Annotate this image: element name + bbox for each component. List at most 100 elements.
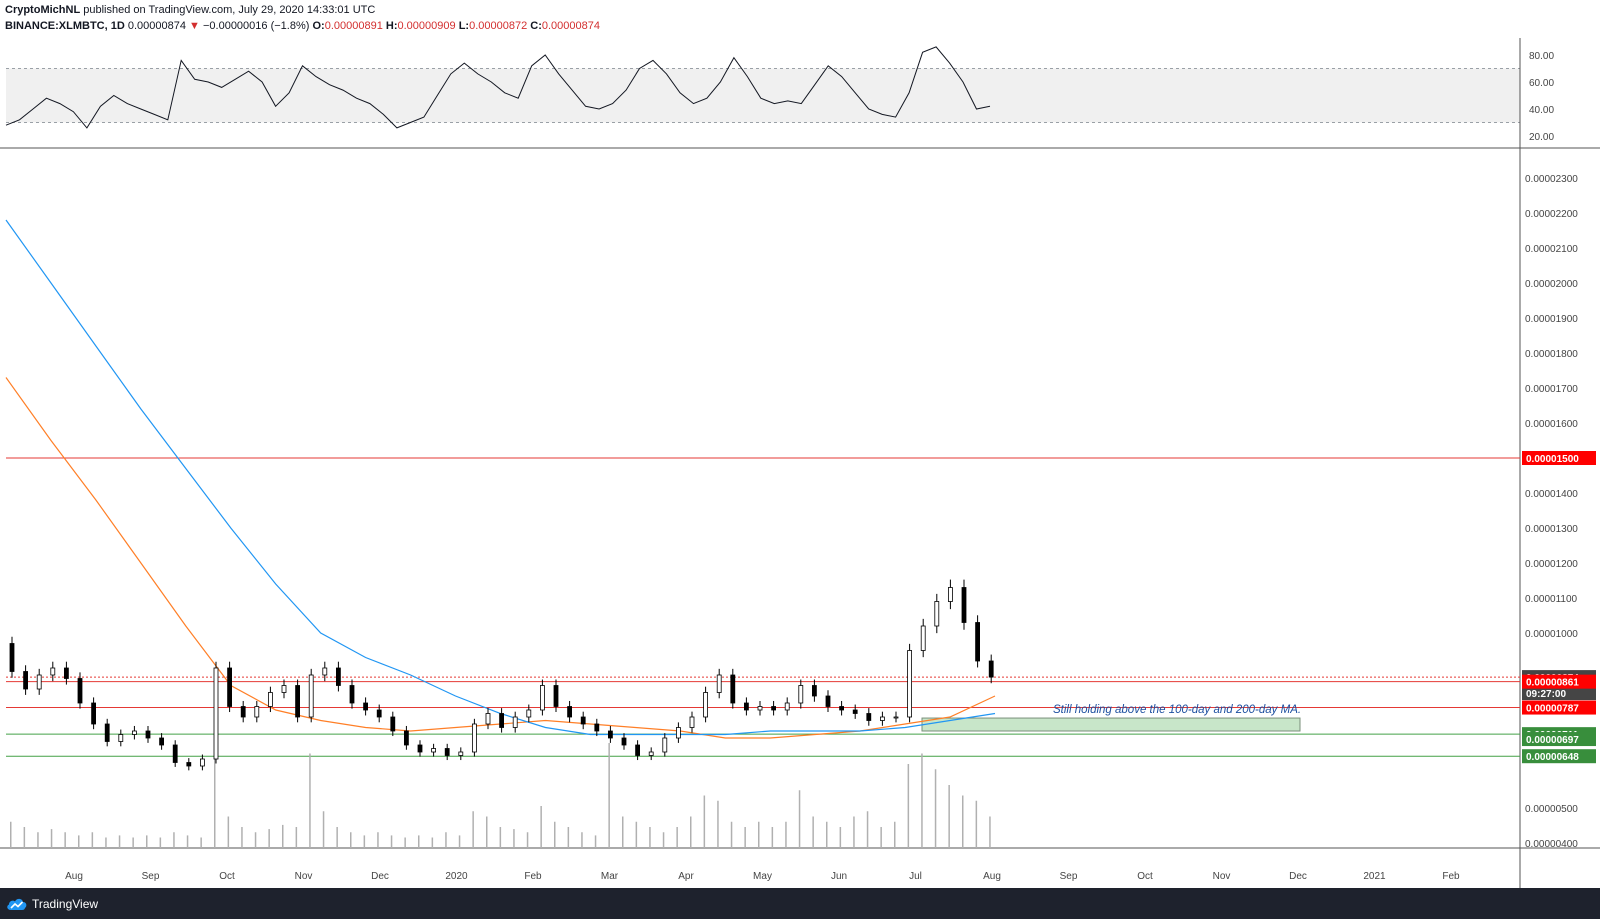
volume-bar (676, 827, 678, 848)
candle-body (485, 713, 491, 725)
price-tag-label: 09:27:00 (1526, 689, 1566, 700)
volume-bar (105, 837, 107, 848)
volume-bar (200, 837, 202, 848)
candle-body (567, 706, 572, 718)
candle-body (403, 730, 409, 746)
open-label: O: (312, 20, 325, 32)
price-tag-label: 0.00000648 (1526, 752, 1579, 763)
candle-body (9, 643, 15, 672)
candle-body (553, 685, 559, 707)
volume-bar (91, 832, 94, 848)
volume-bar (146, 835, 148, 848)
price-axis-tick: 0.00001700 (1525, 384, 1578, 395)
volume-bar (64, 832, 66, 848)
close-value: 0.00000874 (541, 20, 600, 32)
candle-body (812, 685, 817, 697)
candle-body (961, 587, 967, 623)
volume-bar (295, 827, 298, 848)
time-axis-tick: Dec (1289, 871, 1307, 882)
rsi-axis-tick: 60.00 (1529, 78, 1554, 89)
price-tag (1522, 700, 1596, 715)
volume-bar (78, 835, 80, 848)
candle-body (499, 713, 505, 728)
candle-body (322, 667, 328, 676)
candle-body (526, 709, 532, 718)
price-tag-label: 0.00001500 (1526, 454, 1579, 465)
candle-body (703, 692, 708, 718)
volume-bar (499, 827, 502, 848)
time-axis-tick: Oct (219, 871, 235, 882)
low-label: L: (458, 20, 470, 32)
volume-bar (159, 837, 162, 848)
volume-bar (418, 835, 420, 848)
volume-bar (214, 743, 216, 848)
candle-body (621, 737, 627, 746)
volume-bar (989, 816, 991, 848)
price-axis-tick: 0.00001200 (1525, 559, 1578, 570)
candle-body (64, 667, 69, 679)
volume-bar (526, 832, 529, 848)
volume-bar (894, 821, 896, 848)
volume-bar (771, 827, 774, 848)
symbol-name[interactable]: BINANCE:XLMBTC, 1D (5, 20, 125, 32)
candle-body (308, 674, 314, 718)
candle-body (431, 748, 437, 753)
price-tag (1522, 686, 1596, 701)
candle-body (948, 587, 953, 602)
volume-bar (785, 821, 787, 848)
candle-body (893, 716, 899, 719)
time-axis-tick: Feb (524, 871, 542, 882)
volume-bar (118, 835, 121, 848)
footer-bar: TradingView (0, 888, 1600, 919)
candle-body (540, 685, 545, 711)
volume-bar (567, 827, 570, 848)
candle-body (376, 709, 382, 718)
volume-bar (703, 795, 706, 848)
volume-bar (880, 827, 882, 848)
price-axis-tick: 0.00001900 (1525, 314, 1578, 325)
volume-bar (404, 837, 406, 848)
candle-body (471, 723, 477, 753)
price-axis-tick: 0.00001100 (1525, 594, 1578, 605)
time-axis-tick: Nov (1213, 871, 1231, 882)
candle-body (390, 716, 396, 732)
candle-body (104, 723, 110, 742)
volume-bar (363, 835, 366, 848)
price-axis-tick: 0.00001300 (1525, 524, 1578, 535)
close-label: C: (530, 20, 542, 32)
volume-bar (921, 753, 923, 848)
time-axis-tick: Oct (1137, 871, 1153, 882)
price-tag (1522, 674, 1596, 689)
time-axis-tick: Feb (1442, 871, 1460, 882)
chart-canvas[interactable]: 80.00 60.00 40.00 20.00 0.00002300 0.00002200… (0, 0, 1600, 888)
candle-body (907, 650, 912, 718)
tradingview-logo[interactable]: TradingView (6, 896, 98, 912)
author-name[interactable]: CryptoMichNL (5, 4, 81, 16)
price-axis-tick: 0.00000500 (1525, 804, 1578, 815)
candle-body (676, 727, 681, 739)
candle-body (580, 716, 586, 725)
price-tag (1522, 451, 1596, 465)
candle-body (267, 692, 273, 707)
candle-body (771, 706, 776, 711)
time-axis-tick: Apr (678, 871, 694, 882)
volume-bar (635, 821, 638, 848)
chart-background (0, 0, 1600, 888)
price-axis-tick: 0.00002300 (1525, 174, 1578, 185)
volume-bar (513, 829, 515, 848)
candle-body (784, 702, 790, 711)
last-price: 0.00000874 (127, 20, 186, 32)
candle-body (730, 674, 736, 704)
chart-header: CryptoMichNL published on TradingView.co… (0, 0, 1600, 38)
candle-body (594, 723, 600, 732)
volume-bar (173, 832, 175, 848)
candle-body (444, 748, 450, 756)
volume-bar (866, 811, 869, 848)
volume-bar (268, 829, 270, 848)
candle-body (349, 685, 355, 704)
down-arrow-icon: ▼ (189, 20, 200, 32)
rsi-axis-tick: 20.00 (1529, 132, 1554, 143)
volume-bar (186, 835, 189, 848)
publish-line: CryptoMichNL published on TradingView.co… (5, 4, 375, 16)
price-tag (1522, 749, 1596, 764)
